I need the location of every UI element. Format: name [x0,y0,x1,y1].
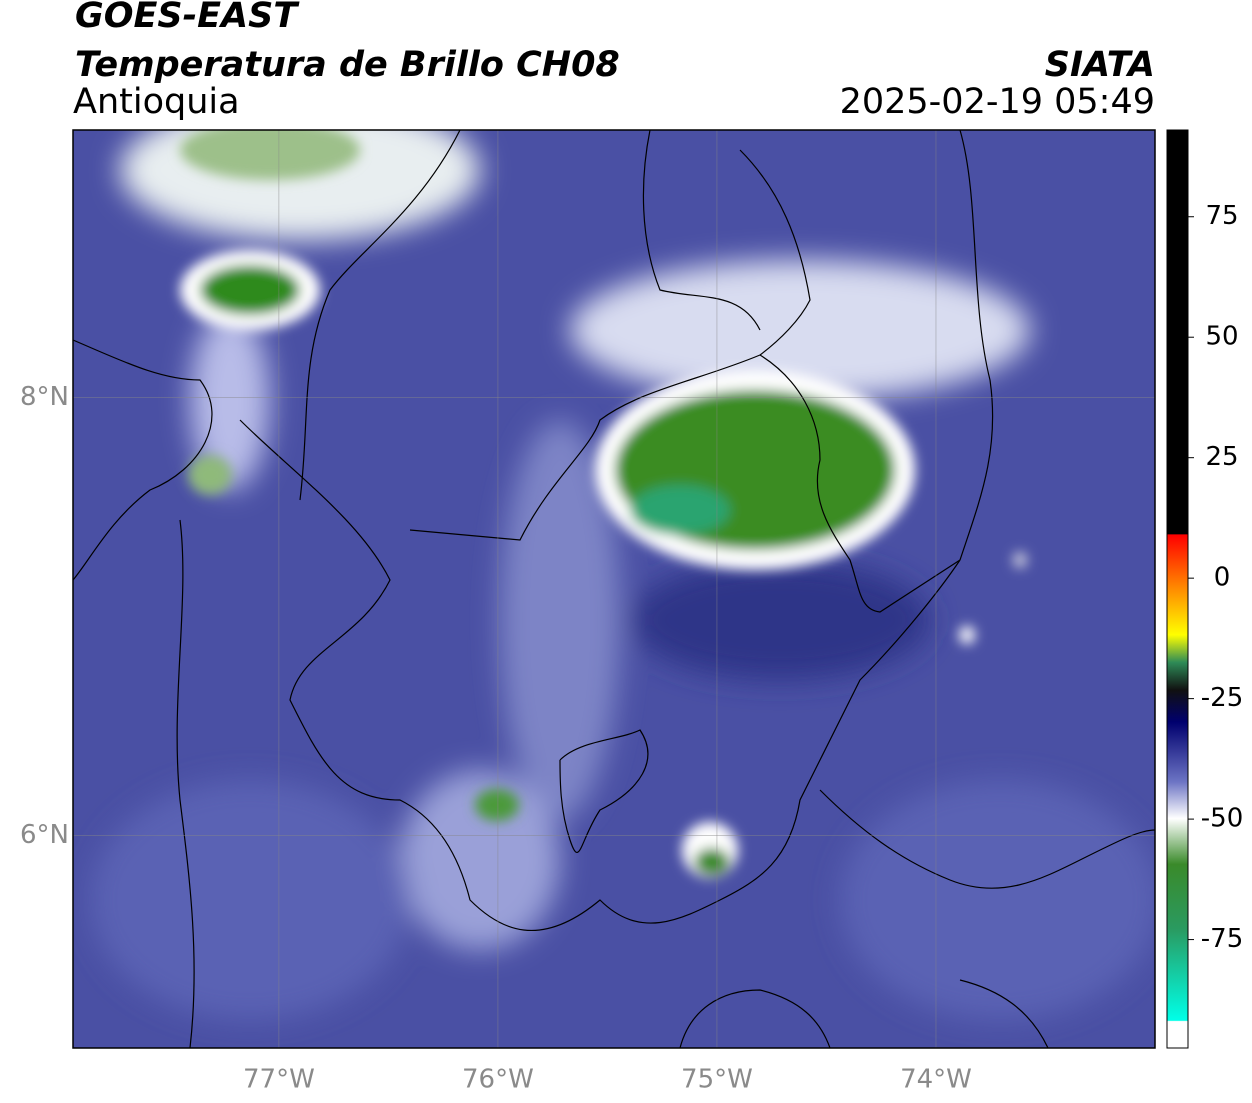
graticule [73,130,1155,1048]
lat-tick-label: 8°N [20,382,69,412]
subtitle: Antioquia [73,82,240,122]
colorbar [1166,129,1189,1049]
map-imagery [73,130,1155,1048]
source: SIATA [1045,45,1155,85]
title: GOES-EAST [75,0,300,36]
colorbar-tick-label: 75 [1205,201,1238,231]
colorbar-tick-label: 50 [1205,322,1238,352]
lon-tick-label: 77°W [243,1065,315,1095]
lon-tick-label: 75°W [681,1065,753,1095]
colorbar-tick-label: -25 [1201,683,1243,713]
map-frame [72,129,1156,1049]
colorbar-tick-label: 0 [1214,563,1231,593]
boundaries [73,130,1155,1048]
lon-tick-label: 74°W [900,1065,972,1095]
timestamp: 2025-02-19 05:49 [840,82,1155,122]
lat-tick-label: 6°N [20,820,69,850]
title: Temperatura de Brillo CH08 [75,45,620,85]
colorbar-tick-label: -75 [1201,924,1243,954]
lon-tick-label: 76°W [462,1065,534,1095]
colorbar-tick-label: 25 [1205,442,1238,472]
colorbar-tick-label: -50 [1201,804,1243,834]
